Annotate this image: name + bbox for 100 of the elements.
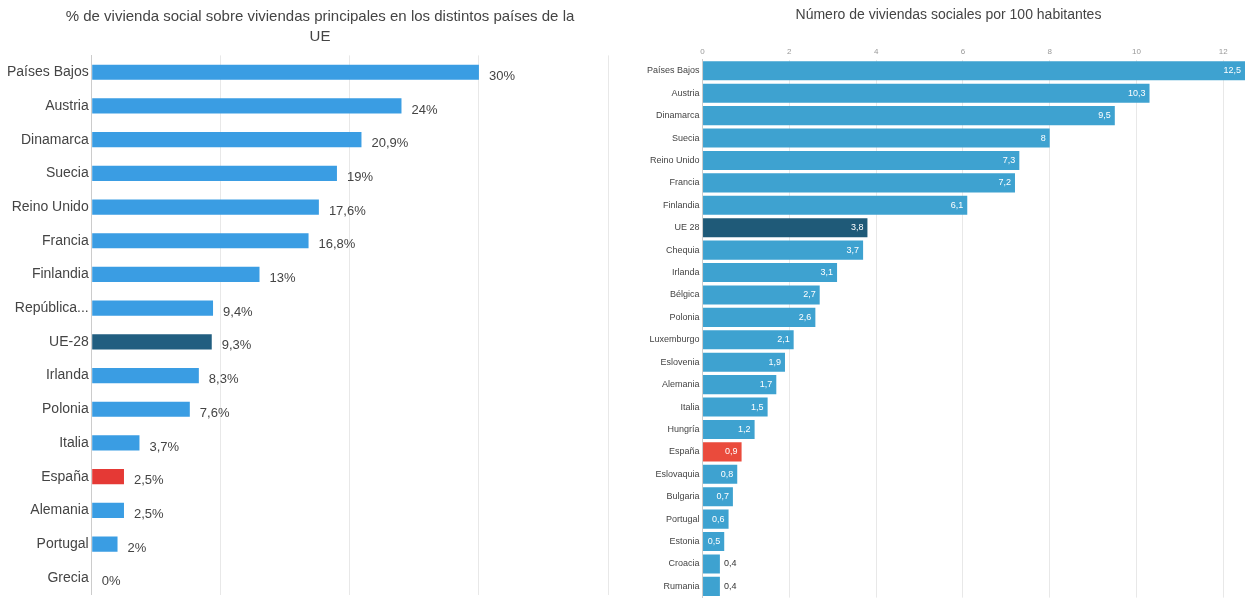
y-tick-label: Francia: [42, 231, 89, 248]
data-label: 6,1: [950, 199, 964, 210]
bar: [703, 240, 864, 260]
y-tick-label: Rumania: [663, 580, 700, 591]
y-tick-label: Austria: [671, 87, 700, 98]
y-tick-label: Italia: [680, 401, 700, 412]
y-tick-label: Finlandia: [663, 199, 700, 210]
y-tick-label: UE-28: [49, 332, 89, 349]
bar: [92, 132, 362, 148]
bar: [703, 352, 785, 372]
bar: [703, 195, 968, 215]
y-tick-label: Alemania: [30, 501, 89, 518]
data-label: 7,3: [1002, 154, 1016, 165]
bar: [92, 536, 118, 552]
bar: [703, 419, 755, 439]
y-tick-label: Bulgaria: [666, 491, 700, 502]
bar: [703, 554, 720, 574]
bar: [703, 150, 1020, 170]
x-tick-label: 6: [960, 47, 966, 56]
data-label: 30%: [488, 67, 516, 83]
chart-title: Número de viviendas sociales por 100 habitantes: [794, 5, 1103, 24]
bar: [703, 285, 820, 305]
data-label: 13%: [269, 270, 296, 286]
bar: [703, 487, 733, 507]
data-label: 19%: [346, 168, 374, 184]
y-tick-label: España: [669, 446, 700, 457]
y-tick-label: Bélgica: [670, 289, 700, 300]
y-tick-label: Finlandia: [31, 265, 89, 282]
bar: [92, 367, 199, 384]
data-label: 0,9: [725, 446, 738, 457]
data-label: 2,7: [803, 289, 816, 300]
x-tick-label: 2: [787, 47, 793, 56]
y-tick-label: Polonia: [669, 311, 700, 322]
bar: [703, 128, 1050, 148]
data-label: 1,5: [751, 401, 764, 412]
y-tick-label: Italia: [59, 433, 89, 450]
data-label: 7,2: [998, 177, 1011, 188]
y-tick-label: Francia: [669, 177, 700, 188]
bar: [92, 435, 140, 451]
bar: [703, 218, 868, 238]
data-label: 2%: [127, 539, 147, 555]
data-label: 20,9%: [371, 135, 409, 151]
bar: [703, 173, 1015, 193]
x-tick-label: 10: [1132, 47, 1142, 56]
bar: [703, 397, 768, 417]
y-tick-label: Polonia: [42, 400, 89, 417]
data-label: 1,9: [768, 356, 781, 367]
y-tick-label: Chequia: [666, 244, 700, 255]
data-label: 2,5%: [133, 472, 165, 488]
data-label: 12,5: [1223, 65, 1241, 76]
data-label: 9,3%: [221, 337, 252, 353]
y-tick-label: Dinamarca: [656, 110, 700, 121]
data-label: 0,5: [707, 536, 721, 547]
y-tick-label: Irlanda: [672, 267, 700, 278]
bar: [92, 199, 319, 215]
data-label: 9,5: [1098, 110, 1111, 121]
data-label: 0,4: [723, 580, 737, 591]
bar: [703, 509, 729, 529]
data-label: 8,3%: [208, 371, 239, 387]
bar: [703, 442, 742, 462]
data-label: 7,6%: [199, 404, 230, 420]
bar: [92, 300, 214, 316]
y-tick-label: Reino Unido: [650, 154, 700, 165]
data-label: 2,5%: [133, 505, 165, 521]
y-tick-label: Eslovenia: [660, 356, 700, 367]
x-tick-label: 0: [700, 47, 706, 56]
bar: [703, 61, 1245, 81]
y-tick-label: UE 28: [674, 222, 700, 233]
y-tick-label: Dinamarca: [21, 130, 89, 147]
data-label: 2,1: [777, 334, 790, 345]
bar: [92, 64, 479, 80]
bar: [703, 83, 1150, 103]
data-label: 0,6: [712, 513, 725, 524]
bar: [92, 502, 124, 518]
bar: [92, 98, 402, 114]
y-tick-label: Irlanda: [45, 366, 89, 383]
bar: [92, 233, 309, 249]
y-tick-label: Hungría: [667, 423, 700, 434]
data-label: 1,2: [738, 423, 751, 434]
y-tick-label: Portugal: [666, 513, 700, 524]
bar: [703, 263, 838, 283]
bar: [703, 330, 794, 350]
y-tick-label: Alemania: [662, 379, 700, 390]
y-tick-label: España: [41, 467, 89, 484]
data-label: 0%: [101, 573, 121, 589]
x-tick-label: 8: [1047, 47, 1053, 56]
data-label: 0,4: [723, 558, 737, 569]
data-label: 17,6%: [328, 202, 367, 218]
bar: [92, 401, 190, 417]
bar: [703, 307, 816, 327]
data-label: 16,8%: [318, 236, 356, 252]
bar: [703, 464, 738, 484]
bar: [703, 106, 1115, 126]
bar: [92, 266, 260, 283]
y-tick-label: Croacia: [668, 558, 700, 569]
bar: [703, 576, 720, 596]
y-tick-label: Suecia: [45, 164, 89, 181]
y-tick-label: Reino Unido: [11, 197, 89, 214]
bar: [92, 469, 124, 485]
y-tick-label: Eslovaquia: [655, 468, 700, 479]
